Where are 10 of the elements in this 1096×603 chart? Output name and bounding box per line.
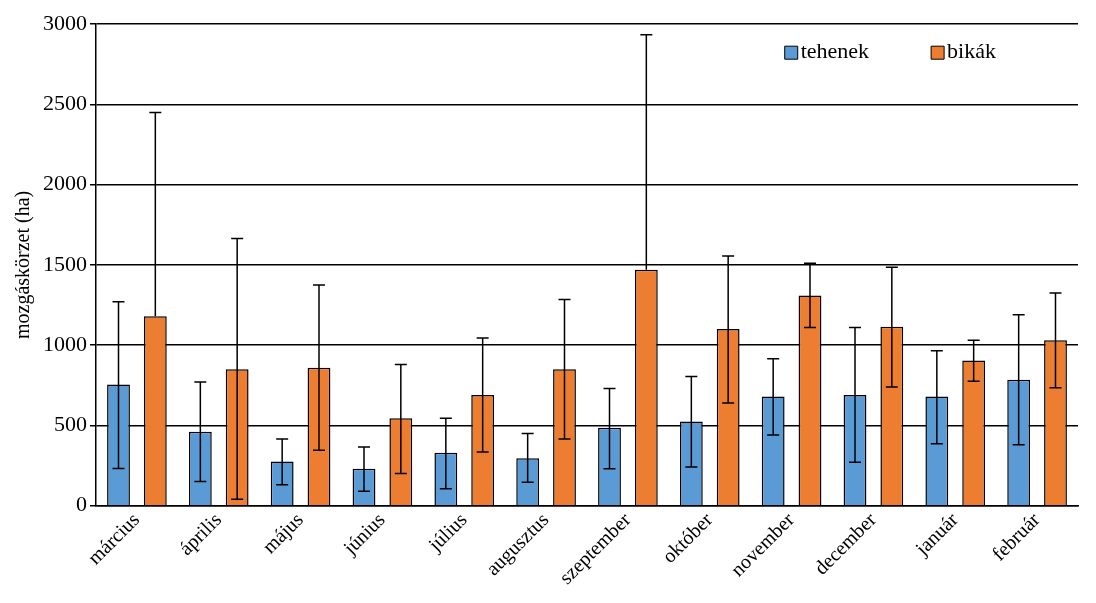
y-tick-label: 1000: [43, 330, 87, 356]
legend-label: tehenek: [800, 37, 870, 63]
y-tick-label: 2500: [43, 90, 87, 116]
y-tick-label: 2000: [43, 170, 87, 196]
legend-label: bikák: [947, 37, 997, 63]
y-tick-label: 1500: [43, 250, 87, 276]
y-tick-label: 3000: [43, 9, 87, 35]
y-tick-label: 500: [54, 411, 87, 437]
y-axis-title: mozgáskörzet (ha): [11, 190, 35, 340]
y-tick-label: 0: [76, 491, 87, 517]
